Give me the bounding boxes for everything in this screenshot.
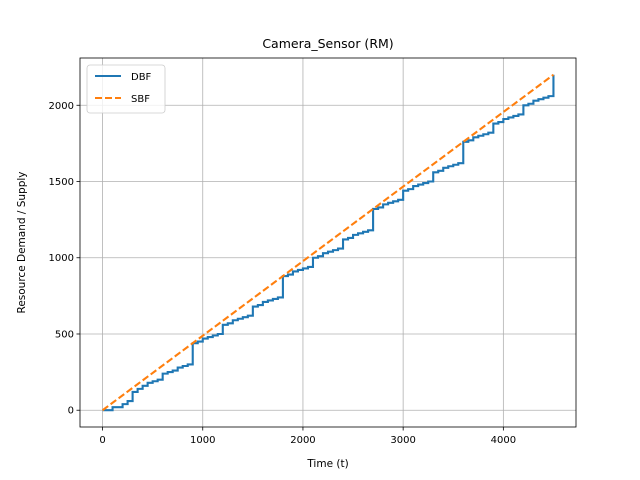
series-line-sbf (101, 73, 555, 412)
y-tick-label: 0 (68, 406, 74, 417)
x-tick-label: 3000 (390, 435, 415, 446)
legend: DBF SBF (86, 64, 166, 114)
plot-area (101, 73, 555, 412)
chart-title: Camera_Sensor (RM) (262, 36, 393, 51)
y-tick-label: 1500 (49, 177, 74, 188)
legend-label-dbf: DBF (131, 72, 152, 83)
x-tick-label: 2000 (290, 435, 315, 446)
y-tick-label: 500 (55, 329, 74, 340)
plot-frame (79, 57, 577, 428)
y-tick-label: 1000 (49, 253, 74, 264)
axis-ticks: 0 1000 2000 3000 4000 0 500 1000 1500 2000 (49, 101, 517, 446)
x-axis-label: Time (t) (306, 458, 348, 470)
legend-label-sbf: SBF (131, 94, 150, 105)
grid (80, 58, 576, 427)
x-tick-label: 1000 (190, 435, 215, 446)
series-line-dbf (102, 74, 555, 412)
y-axis-label: Resource Demand / Supply (16, 171, 28, 313)
x-tick-label: 4000 (491, 435, 516, 446)
legend-box (86, 64, 166, 114)
y-tick-label: 2000 (49, 101, 74, 112)
x-tick-label: 0 (99, 435, 105, 446)
